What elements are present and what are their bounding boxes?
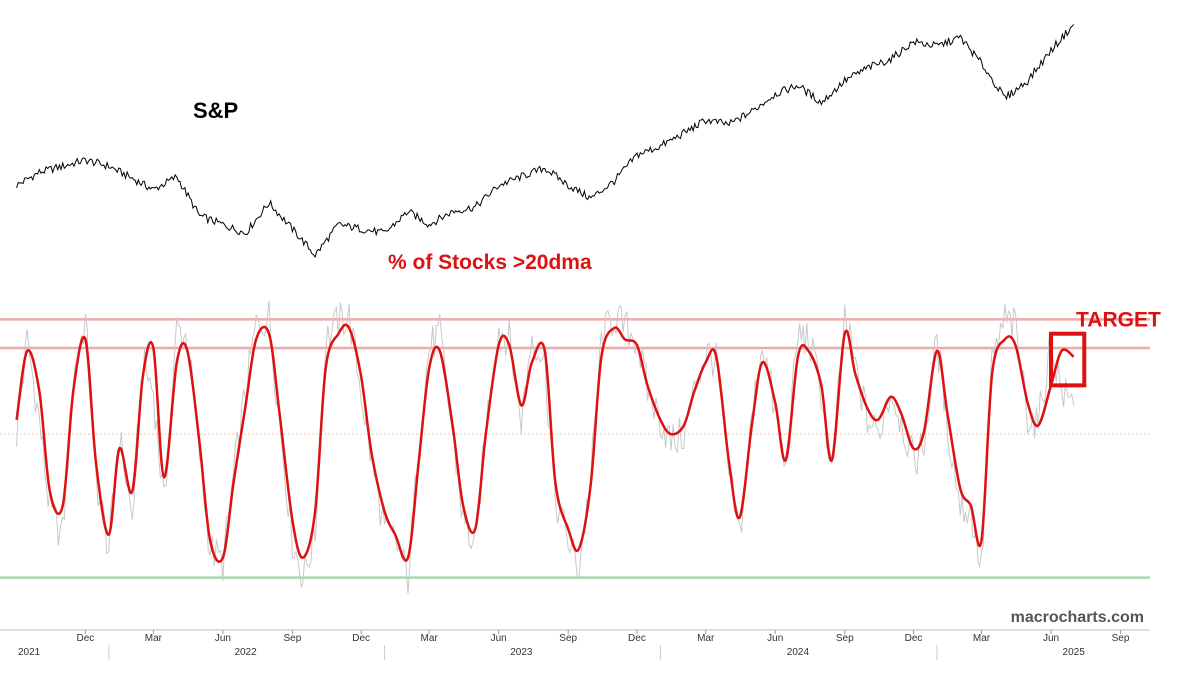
x-month-tick-label: Mar [421,633,439,644]
x-month-tick-label: Sep [836,633,854,644]
x-month-tick-label: Mar [697,633,715,644]
breadth-smoothed-series [15,323,1075,563]
x-month-tick-label: Jun [215,633,231,644]
target-annotation-box [1049,331,1087,388]
x-month-tick-label: Jun [767,633,783,644]
x-year-tick-label: 2022 [234,647,257,658]
x-year-tick-label: 2023 [510,647,533,658]
x-month-tick-label: Dec [76,633,94,644]
x-axis-year-ticks: 2021 2022 2023 2024 2025 [18,645,1085,660]
reference-lines [0,318,1150,579]
x-month-tick-label: Sep [559,633,577,644]
x-month-tick-label: Mar [973,633,991,644]
x-month-tick-label: Dec [628,633,646,644]
breadth-smoothed-line [15,323,1075,563]
x-month-tick-label: Jun [1043,633,1059,644]
x-month-tick-label: Dec [352,633,370,644]
target-annotation-label: TARGET [1076,309,1161,332]
x-month-tick-label: Sep [1112,633,1130,644]
x-year-tick-label: 2025 [1063,647,1086,658]
breadth-panel-label: % of Stocks >20dma [388,251,592,274]
x-month-tick-label: Jun [491,633,507,644]
x-year-tick-label: 2021 [18,647,41,658]
watermark: macrocharts.com [1011,609,1144,626]
sp-panel-label: S&P [193,98,238,123]
x-month-tick-label: Sep [284,633,302,644]
x-year-tick-label: 2024 [787,647,810,658]
sp-price-series [16,24,1075,259]
x-axis-month-ticks: Dec Mar Jun Sep Dec Mar Jun Sep Dec Mar Jun Sep Dec M… [76,630,1130,644]
x-month-tick-label: Mar [145,633,163,644]
x-month-tick-label: Dec [905,633,923,644]
sp-price-line [16,24,1075,259]
